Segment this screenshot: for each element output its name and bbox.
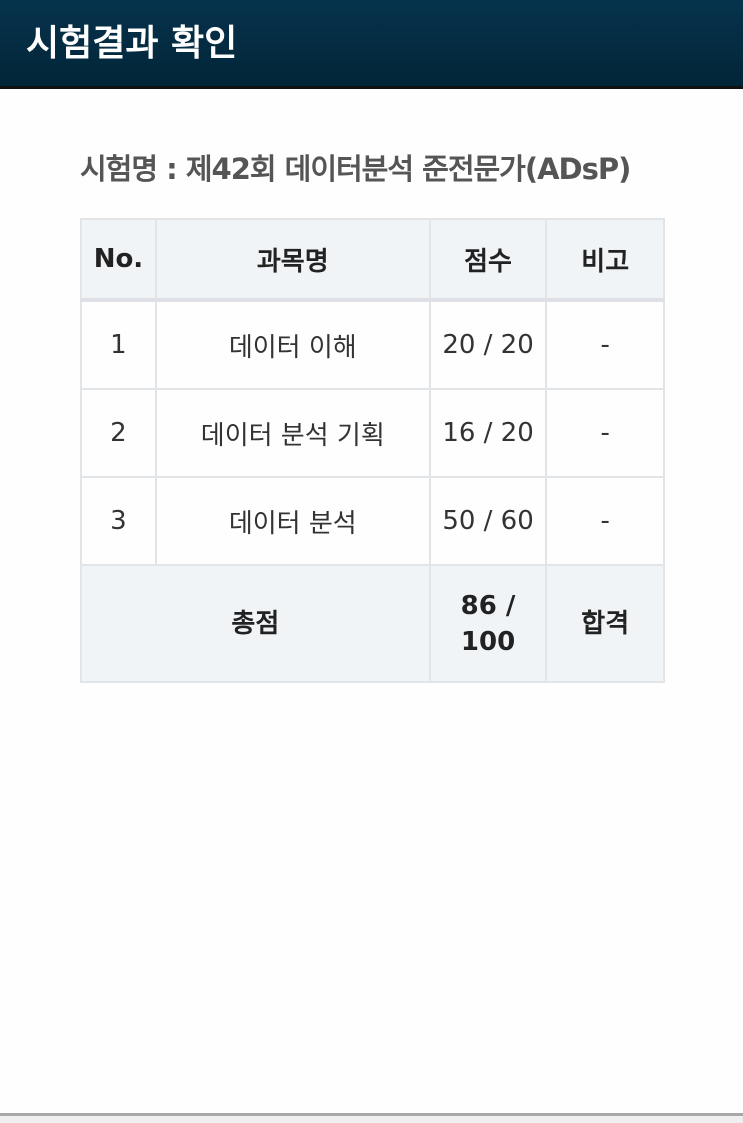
bottom-bar [0, 1116, 743, 1123]
col-subject: 과목명 [154, 218, 431, 302]
table-row: 2 데이터 분석 기획 16 / 20- [80, 388, 665, 478]
cell-subject: 데이터 분석 기획 [154, 388, 431, 478]
page-title: 시험결과 확인 [26, 23, 238, 64]
cell-score: 20 / 20 [428, 299, 548, 390]
cell-no: 3 [80, 476, 157, 566]
cell-score: 50 / 60 [428, 476, 548, 566]
app-header: 시험결과 확인 [0, 0, 743, 89]
result-table: No. 과목명 점수 비고 1 데이터 이해 20 / 20-2 데이터 분석 기획 1… [80, 218, 665, 683]
total-row: 총점 86 / 100 합격 [80, 564, 665, 683]
col-no: No. [80, 218, 157, 302]
cell-note: - [545, 299, 665, 390]
total-score: 86 / 100 [428, 564, 548, 683]
cell-no: 1 [80, 299, 157, 390]
col-score: 점수 [428, 218, 548, 302]
cell-score: 16 / 20 [428, 388, 548, 478]
total-label: 총점 [80, 564, 431, 683]
table-row: 3 데이터 분석 50 / 60- [80, 476, 665, 566]
bottom-divider [0, 1113, 743, 1116]
cell-note: - [545, 476, 665, 566]
exam-name: 시험명 : 제42회 데이터분석 준전문가(ADsP) [80, 152, 631, 186]
col-note: 비고 [545, 218, 665, 302]
cell-no: 2 [80, 388, 157, 478]
cell-subject: 데이터 분석 [154, 476, 431, 566]
total-result: 합격 [545, 564, 665, 683]
table-row: 1 데이터 이해 20 / 20- [80, 299, 665, 390]
cell-subject: 데이터 이해 [154, 299, 431, 390]
cell-note: - [545, 388, 665, 478]
